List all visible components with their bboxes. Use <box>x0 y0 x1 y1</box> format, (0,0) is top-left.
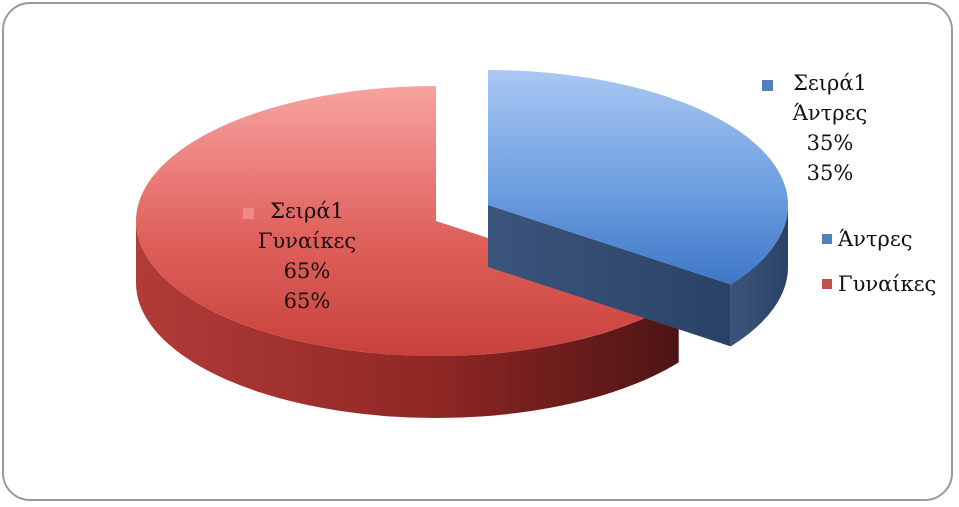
data-label-line-0-1: Άντρες <box>792 101 868 125</box>
slice-side-1 <box>136 221 679 418</box>
legend-label-1: Γυναίκες <box>838 272 937 296</box>
slice-άντρες <box>488 70 788 285</box>
data-label-line-1-1: Γυναίκες <box>258 229 356 253</box>
data-label-line-0-3: 35% <box>807 161 854 185</box>
slice-γυναίκες <box>135 86 679 356</box>
data-label-swatch-1 <box>243 208 254 219</box>
slice-side-0 <box>730 205 789 347</box>
data-label-swatch-0 <box>762 80 773 91</box>
data-label-line-0-0: Σειρά1 <box>793 71 867 95</box>
data-label-line-1-0: Σειρά1 <box>270 199 344 223</box>
legend-item-0: Άντρες <box>822 227 913 251</box>
slice-cut-face-blue-end <box>488 205 731 347</box>
legend-label-0: Άντρες <box>838 227 913 251</box>
legend-swatch-0 <box>822 234 832 244</box>
data-label-line-1-2: 65% <box>284 259 331 283</box>
data-label-line-0-2: 35% <box>807 131 854 155</box>
data-label-line-1-3: 65% <box>284 289 331 313</box>
legend-swatch-1 <box>822 279 832 289</box>
legend-item-1: Γυναίκες <box>822 272 936 296</box>
